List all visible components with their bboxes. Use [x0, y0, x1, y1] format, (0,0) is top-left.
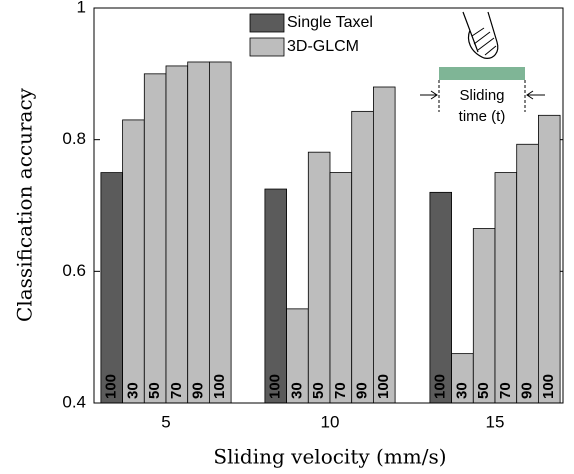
bar-label: 70 [168, 382, 185, 399]
axes-frame [93, 7, 564, 404]
bar [143, 73, 167, 404]
legend-label: 3D-GLCM [287, 38, 359, 55]
finger-hatch [471, 27, 497, 56]
y-axis-label: Classification accuracy [13, 87, 37, 322]
bar [472, 228, 496, 404]
legend-swatch [249, 13, 285, 33]
bar-label: 100 [375, 374, 392, 399]
bar [538, 114, 561, 404]
bar-label: 90 [190, 382, 207, 399]
bar [351, 110, 374, 404]
bar-label: 100 [267, 374, 284, 399]
bar-label: 100 [540, 374, 557, 399]
legend-label: Single Taxel [287, 14, 373, 31]
bar [165, 65, 189, 404]
bar-label: 100 [432, 374, 449, 399]
bar-label: 30 [453, 382, 470, 399]
bar [372, 86, 396, 404]
bar-label: 90 [519, 382, 536, 399]
texture-strip [439, 67, 525, 80]
bar [307, 151, 331, 404]
bar [187, 61, 210, 404]
bar [122, 119, 145, 404]
y-tick-label: 1 [77, 0, 86, 16]
x-tick-label: 15 [486, 412, 505, 431]
bar [264, 188, 287, 404]
y-tick-label: 0.8 [62, 129, 86, 148]
bar-label: 50 [310, 382, 327, 399]
arrow [526, 90, 545, 100]
bar-label: 90 [354, 382, 371, 399]
legend-swatch [249, 37, 285, 57]
bar-label: 50 [146, 382, 163, 399]
bar-label: 30 [288, 382, 305, 399]
bar [429, 191, 452, 404]
x-tick-label: 5 [161, 412, 170, 431]
y-tick-label: 0.4 [62, 392, 86, 411]
bar-label: 30 [124, 382, 141, 399]
finger-sketch [462, 11, 499, 59]
bar-label: 70 [497, 382, 514, 399]
bar [100, 172, 124, 404]
bar [329, 172, 353, 404]
arrow [420, 90, 438, 100]
bar-label: 50 [475, 382, 492, 399]
inset: Sliding time (t) [420, 11, 545, 125]
bar [208, 61, 232, 404]
x-tick-label: 10 [321, 412, 340, 431]
bar [494, 172, 518, 404]
inset-label: time (t) [459, 108, 506, 125]
x-axis-label: Sliding velocity (mm/s) [213, 445, 446, 469]
bar-label: 100 [103, 374, 120, 399]
bar-label: 70 [332, 382, 349, 399]
y-tick-label: 0.6 [62, 261, 86, 280]
bar-label: 100 [211, 374, 228, 399]
inset-label: Sliding [459, 87, 504, 104]
bar [516, 143, 539, 404]
